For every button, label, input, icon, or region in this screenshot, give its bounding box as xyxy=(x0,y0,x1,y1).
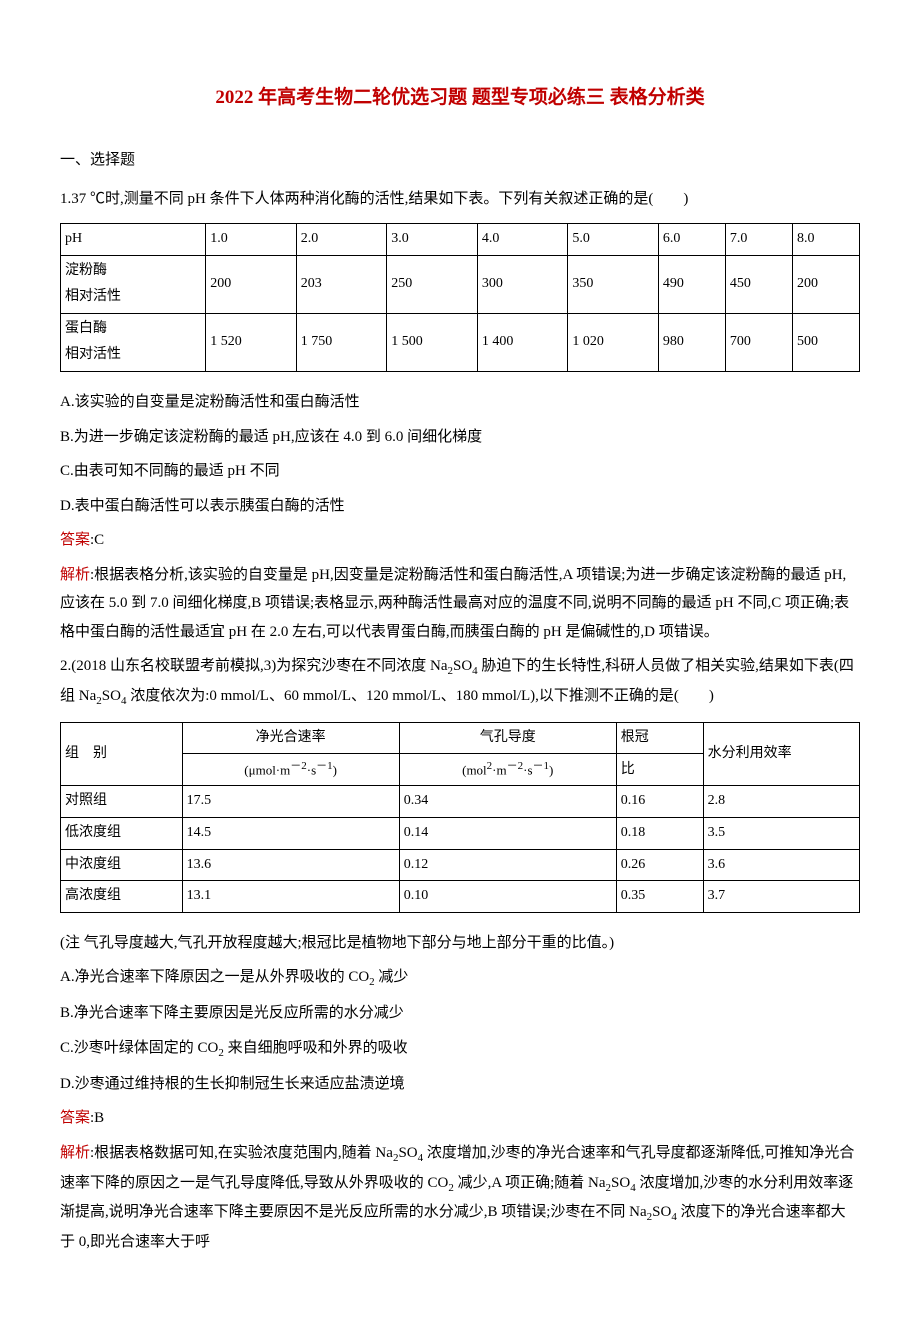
q2-table: 组 别 净光合速率 气孔导度 根冠 水分利用效率 (μmol·m－2·s－1) … xyxy=(60,722,860,913)
cell: 1 020 xyxy=(568,313,659,371)
q2-option-d: D.沙枣通过维持根的生长抑制冠生长来适应盐渍逆境 xyxy=(60,1070,860,1099)
cell: 13.1 xyxy=(182,881,399,913)
q2-answer: 答案:B xyxy=(60,1104,860,1133)
cell: 350 xyxy=(568,255,659,313)
table-row: 蛋白酶相对活性 1 520 1 750 1 500 1 400 1 020 98… xyxy=(61,313,860,371)
cell: 5.0 xyxy=(568,224,659,256)
cell: 2.8 xyxy=(703,786,859,818)
cell: 根冠 xyxy=(616,722,703,754)
cell: 3.6 xyxy=(703,849,859,881)
cell: 3.5 xyxy=(703,818,859,850)
cell: (μmol·m－2·s－1) xyxy=(182,754,399,786)
cell: pH xyxy=(61,224,206,256)
cell: 490 xyxy=(658,255,725,313)
cell: 200 xyxy=(206,255,297,313)
cell: 气孔导度 xyxy=(399,722,616,754)
cell: 7.0 xyxy=(725,224,792,256)
q2-stem: 2.(2018 山东名校联盟考前模拟,3)为探究沙枣在不同浓度 Na2SO4 胁… xyxy=(60,652,860,712)
q1-option-c: C.由表可知不同酶的最适 pH 不同 xyxy=(60,457,860,486)
table-row: 组 别 净光合速率 气孔导度 根冠 水分利用效率 xyxy=(61,722,860,754)
cell: 980 xyxy=(658,313,725,371)
cell: 250 xyxy=(387,255,478,313)
cell: 0.26 xyxy=(616,849,703,881)
table-row: 淀粉酶相对活性 200 203 250 300 350 490 450 200 xyxy=(61,255,860,313)
cell: 300 xyxy=(477,255,568,313)
cell: 0.12 xyxy=(399,849,616,881)
cell: 0.14 xyxy=(399,818,616,850)
cell: 8.0 xyxy=(792,224,859,256)
table-row: 低浓度组 14.5 0.14 0.18 3.5 xyxy=(61,818,860,850)
cell: 0.34 xyxy=(399,786,616,818)
page-title: 2022 年高考生物二轮优选习题 题型专项必练三 表格分析类 xyxy=(60,80,860,116)
cell: 高浓度组 xyxy=(61,881,183,913)
cell: 1 520 xyxy=(206,313,297,371)
cell: 4.0 xyxy=(477,224,568,256)
cell: 500 xyxy=(792,313,859,371)
table-row: 中浓度组 13.6 0.12 0.26 3.6 xyxy=(61,849,860,881)
cell: 低浓度组 xyxy=(61,818,183,850)
cell: 3.7 xyxy=(703,881,859,913)
cell: 蛋白酶相对活性 xyxy=(61,313,206,371)
cell: 中浓度组 xyxy=(61,849,183,881)
section-heading: 一、选择题 xyxy=(60,146,860,175)
cell: 0.18 xyxy=(616,818,703,850)
cell: 17.5 xyxy=(182,786,399,818)
q2-note: (注 气孔导度越大,气孔开放程度越大;根冠比是植物地下部分与地上部分干重的比值。… xyxy=(60,929,860,958)
table-row: 高浓度组 13.1 0.10 0.35 3.7 xyxy=(61,881,860,913)
cell: 3.0 xyxy=(387,224,478,256)
cell: 0.16 xyxy=(616,786,703,818)
cell: 比 xyxy=(616,754,703,786)
q2-option-c: C.沙枣叶绿体固定的 CO2 来自细胞呼吸和外界的吸收 xyxy=(60,1034,860,1064)
cell: 1 400 xyxy=(477,313,568,371)
q1-stem: 1.37 ℃时,测量不同 pH 条件下人体两种消化酶的活性,结果如下表。下列有关… xyxy=(60,185,860,214)
cell: (mol2·m－2·s－1) xyxy=(399,754,616,786)
cell: 700 xyxy=(725,313,792,371)
q1-option-d: D.表中蛋白酶活性可以表示胰蛋白酶的活性 xyxy=(60,492,860,521)
cell: 0.10 xyxy=(399,881,616,913)
cell: 14.5 xyxy=(182,818,399,850)
q2-option-b: B.净光合速率下降主要原因是光反应所需的水分减少 xyxy=(60,999,860,1028)
table-row: pH 1.0 2.0 3.0 4.0 5.0 6.0 7.0 8.0 xyxy=(61,224,860,256)
q2-explanation: 解析:根据表格数据可知,在实验浓度范围内,随着 Na2SO4 浓度增加,沙枣的净… xyxy=(60,1139,860,1257)
q1-explanation: 解析:根据表格分析,该实验的自变量是 pH,因变量是淀粉酶活性和蛋白酶活性,A … xyxy=(60,561,860,647)
q1-table: pH 1.0 2.0 3.0 4.0 5.0 6.0 7.0 8.0 淀粉酶相对… xyxy=(60,223,860,372)
q1-answer: 答案:C xyxy=(60,526,860,555)
cell: 对照组 xyxy=(61,786,183,818)
cell: 0.35 xyxy=(616,881,703,913)
cell: 水分利用效率 xyxy=(703,722,859,786)
cell: 淀粉酶相对活性 xyxy=(61,255,206,313)
cell: 组 别 xyxy=(61,722,183,786)
q1-option-a: A.该实验的自变量是淀粉酶活性和蛋白酶活性 xyxy=(60,388,860,417)
table-row: 对照组 17.5 0.34 0.16 2.8 xyxy=(61,786,860,818)
cell: 净光合速率 xyxy=(182,722,399,754)
cell: 1.0 xyxy=(206,224,297,256)
cell: 13.6 xyxy=(182,849,399,881)
q2-option-a: A.净光合速率下降原因之一是从外界吸收的 CO2 减少 xyxy=(60,963,860,993)
cell: 2.0 xyxy=(296,224,387,256)
cell: 1 750 xyxy=(296,313,387,371)
q1-option-b: B.为进一步确定该淀粉酶的最适 pH,应该在 4.0 到 6.0 间细化梯度 xyxy=(60,423,860,452)
cell: 6.0 xyxy=(658,224,725,256)
cell: 200 xyxy=(792,255,859,313)
cell: 450 xyxy=(725,255,792,313)
cell: 1 500 xyxy=(387,313,478,371)
cell: 203 xyxy=(296,255,387,313)
